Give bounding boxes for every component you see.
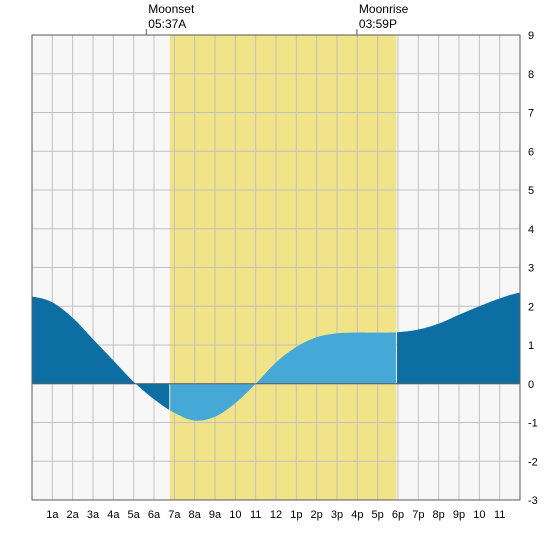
svg-text:6: 6	[528, 146, 534, 158]
svg-text:7a: 7a	[168, 509, 181, 521]
svg-text:7p: 7p	[412, 509, 424, 521]
svg-text:8: 8	[528, 69, 534, 81]
svg-text:1a: 1a	[46, 509, 59, 521]
svg-text:11: 11	[250, 509, 261, 521]
svg-text:7: 7	[528, 108, 534, 120]
svg-text:4p: 4p	[351, 509, 363, 521]
moonrise-title: Moonrise	[359, 2, 408, 17]
svg-text:10: 10	[473, 509, 485, 521]
svg-text:-1: -1	[528, 418, 538, 430]
x-axis-labels: 1a 2a 3a 4a 5a 6a 7a 8a 9a 10 11 12 1p 2p 3p 4p 5p 6p 7p 8p…	[46, 509, 505, 521]
tide-chart: -3-2-101234567891a2a3a4a5a6a7a8a9a101112…	[0, 0, 550, 550]
svg-text:5p: 5p	[372, 509, 384, 521]
svg-text:4a: 4a	[107, 509, 120, 521]
svg-text:8p: 8p	[433, 509, 445, 521]
svg-text:3a: 3a	[87, 509, 100, 521]
svg-text:9a: 9a	[209, 509, 222, 521]
svg-text:11: 11	[494, 509, 505, 521]
svg-text:5a: 5a	[128, 509, 141, 521]
svg-text:2p: 2p	[311, 509, 323, 521]
moonset-title: Moonset	[148, 2, 194, 17]
svg-text:5: 5	[528, 185, 534, 197]
svg-text:0: 0	[528, 379, 534, 391]
svg-text:-3: -3	[528, 495, 538, 507]
svg-text:3: 3	[528, 263, 534, 275]
svg-text:6a: 6a	[148, 509, 161, 521]
svg-text:2: 2	[528, 301, 534, 313]
moonset-value: 05:37A	[148, 17, 194, 32]
svg-text:9p: 9p	[453, 509, 465, 521]
svg-text:8a: 8a	[189, 509, 202, 521]
svg-text:1p: 1p	[290, 509, 302, 521]
y-axis-labels: -3 -2 -1 0 1 2 3 4 5 6 7 8 9	[528, 30, 538, 507]
svg-text:10: 10	[229, 509, 241, 521]
svg-text:3p: 3p	[331, 509, 343, 521]
moonrise-value: 03:59P	[359, 17, 408, 32]
moonrise-annotation: Moonrise 03:59P	[359, 2, 408, 32]
svg-text:9: 9	[528, 30, 534, 42]
chart-canvas: -3-2-101234567891a2a3a4a5a6a7a8a9a101112…	[0, 0, 550, 550]
svg-text:6p: 6p	[392, 509, 404, 521]
svg-text:-2: -2	[528, 456, 538, 468]
svg-text:2a: 2a	[67, 509, 80, 521]
svg-text:4: 4	[528, 224, 534, 236]
svg-text:1: 1	[528, 340, 534, 352]
moonset-annotation: Moonset 05:37A	[148, 2, 194, 32]
svg-text:12: 12	[270, 509, 282, 521]
